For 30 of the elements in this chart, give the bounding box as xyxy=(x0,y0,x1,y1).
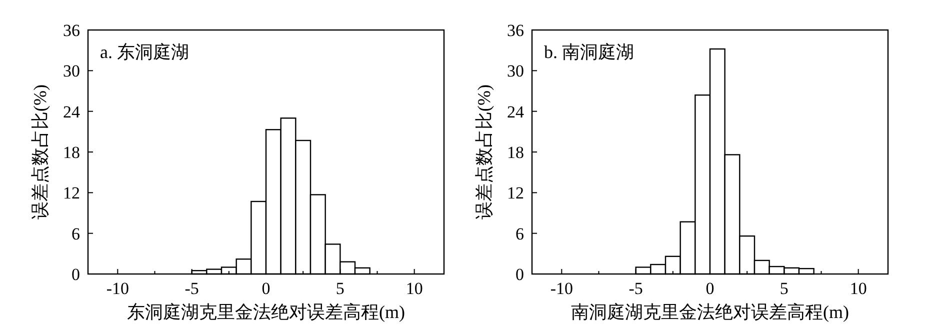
y-tick-label: 30 xyxy=(63,62,80,81)
x-axis-title: 南洞庭湖克里金法绝对误差高程(m) xyxy=(571,302,849,322)
y-tick-label: 24 xyxy=(63,102,80,122)
x-axis-title: 东洞庭湖克里金法绝对误差高程(m) xyxy=(127,302,405,322)
y-axis-title: 误差点数占比(%) xyxy=(30,84,50,220)
x-tick-label: -5 xyxy=(184,279,199,298)
y-tick-label: 0 xyxy=(516,264,524,284)
y-tick-label: 30 xyxy=(507,62,524,81)
y-tick-label: 6 xyxy=(72,224,80,244)
x-tick-label: 5 xyxy=(336,279,344,298)
x-tick-label: 0 xyxy=(706,279,714,298)
y-axis-title: 误差点数占比(%) xyxy=(474,84,494,220)
x-tick-label: -10 xyxy=(550,279,574,298)
x-tick-label: -5 xyxy=(628,279,643,298)
y-tick-label: 12 xyxy=(63,184,80,203)
y-tick-label: 36 xyxy=(63,20,80,40)
y-tick-label: 0 xyxy=(72,264,80,284)
y-tick-label: 12 xyxy=(507,184,524,203)
y-tick-label: 18 xyxy=(507,142,524,162)
x-tick-label: 10 xyxy=(850,279,867,298)
x-tick-label: 0 xyxy=(262,279,270,298)
y-tick-label: 36 xyxy=(507,20,524,40)
y-tick-label: 24 xyxy=(507,102,524,122)
y-tick-label: 18 xyxy=(63,142,80,162)
text: b. 南洞庭湖 xyxy=(544,42,634,62)
x-tick-label: -10 xyxy=(106,279,130,298)
text: a. 东洞庭湖 xyxy=(100,42,189,62)
x-tick-label: 5 xyxy=(780,279,788,298)
y-tick-label: 6 xyxy=(516,224,524,244)
x-tick-label: 10 xyxy=(406,279,423,298)
